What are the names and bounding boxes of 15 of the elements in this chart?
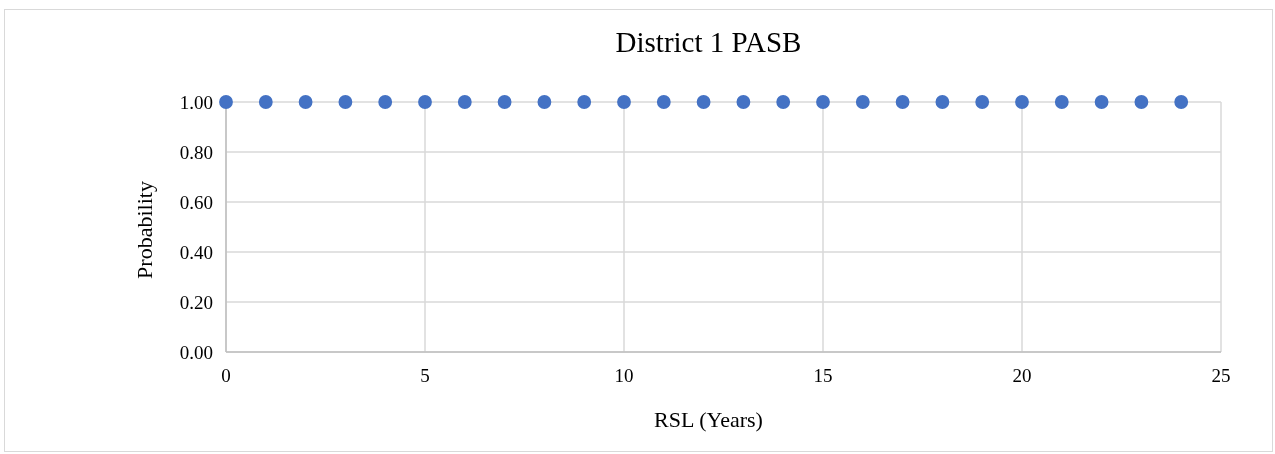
chart-title: District 1 PASB — [615, 26, 802, 58]
x-axis-title: RSL (Years) — [654, 407, 763, 432]
x-tick-label: 25 — [1211, 365, 1231, 386]
x-tick-label: 0 — [221, 365, 231, 386]
y-tick-label: 0.80 — [179, 141, 213, 163]
y-tick-label: 0.40 — [179, 241, 213, 263]
y-axis-title: Probability — [132, 181, 157, 279]
y-tick-label: 1.00 — [179, 91, 213, 113]
x-tick-label: 20 — [1012, 365, 1032, 386]
x-tick-label: 5 — [420, 365, 430, 386]
y-tick-label: 0.20 — [179, 291, 213, 313]
x-tick-label: 10 — [614, 365, 634, 386]
x-tick-label: 15 — [813, 365, 833, 386]
y-tick-label: 0.60 — [179, 191, 213, 213]
y-tick-label: 0.00 — [179, 341, 213, 363]
